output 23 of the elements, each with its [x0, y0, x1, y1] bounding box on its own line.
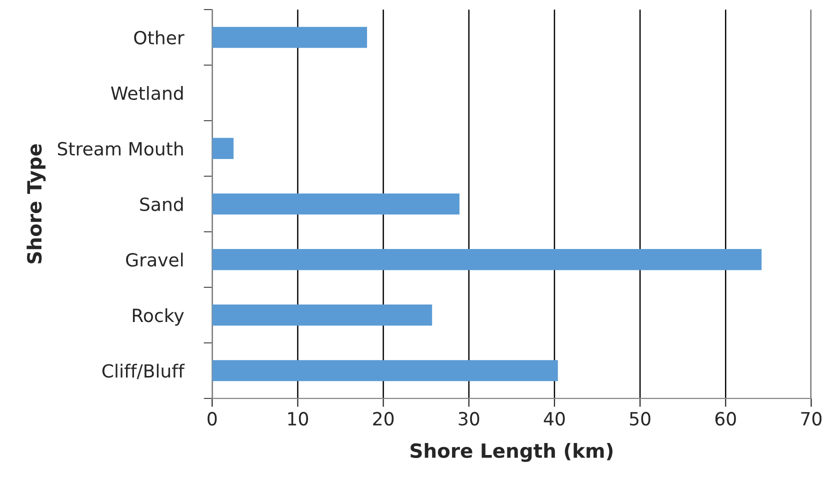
x-axis-title: Shore Length (km) [410, 442, 612, 462]
bar [212, 138, 234, 160]
x-tick-label: 0 [208, 412, 217, 426]
x-tick-label: 20 [373, 412, 394, 426]
x-tick-label: 10 [288, 412, 308, 426]
y-tick-label: Gravel [126, 252, 183, 267]
x-tick-label: 30 [458, 412, 480, 426]
y-tick-label: Sand [140, 197, 183, 212]
y-tick-label: Rocky [132, 308, 184, 326]
bar [212, 26, 368, 48]
y-tick-label: Stream Mouth [58, 142, 183, 156]
bar [212, 304, 432, 326]
y-tick-label: Wetland [111, 86, 183, 100]
x-tick-label: 60 [715, 412, 736, 426]
y-axis-title: Shore Type [26, 144, 46, 264]
x-tick-label: 40 [544, 412, 565, 426]
x-tick-label: 70 [801, 412, 822, 426]
y-tick-label: Cliff/Bluff [102, 364, 185, 380]
bar [212, 248, 762, 270]
y-tick-label: Other [134, 30, 184, 44]
bar [212, 193, 460, 215]
x-tick-label: 50 [630, 412, 650, 426]
bar [212, 360, 558, 382]
